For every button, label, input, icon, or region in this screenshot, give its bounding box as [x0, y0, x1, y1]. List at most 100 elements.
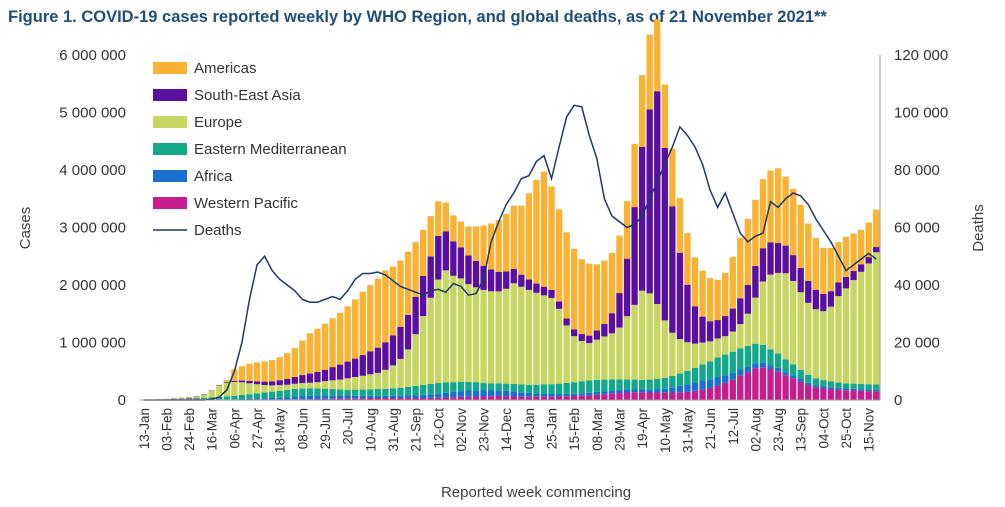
bar-segment [246, 383, 253, 395]
bar-segment [555, 209, 563, 302]
bar-segment [427, 216, 434, 257]
y-tick-label: 0 [118, 392, 126, 409]
x-tick-label: 04-Jan [522, 408, 537, 449]
bar-segment [729, 308, 736, 332]
y-tick-label: 5 000 000 [59, 105, 126, 122]
bar-segment [518, 396, 525, 400]
bar-segment [419, 275, 427, 317]
bar-segment [835, 382, 842, 388]
bar-segment [820, 380, 827, 387]
bar-segment [646, 109, 653, 294]
bar-segment [676, 198, 684, 253]
bar-segment [654, 19, 661, 92]
bar-segment [397, 326, 404, 359]
bar-segment [714, 338, 721, 358]
bar-segment [412, 395, 419, 398]
bar-segment [450, 215, 457, 242]
bar-segment [555, 396, 563, 400]
bar-segment [563, 232, 570, 319]
bar-segment [767, 170, 774, 243]
bar-segment [276, 385, 283, 391]
x-tick-label: 27-Apr [250, 408, 265, 449]
bar-segment [238, 398, 246, 400]
bar-segment [367, 397, 374, 400]
bar-segment [691, 367, 699, 383]
x-tick-label: 08-Jun [295, 408, 310, 449]
bar-segment [729, 256, 736, 309]
bar-segment [873, 252, 880, 385]
bar-segment [827, 387, 835, 390]
bar-segment [472, 287, 480, 383]
bar-segment [306, 333, 314, 374]
bar-segment [774, 371, 782, 400]
bar-segment [638, 379, 646, 390]
bar-segment [223, 380, 231, 382]
bar-segment [774, 168, 782, 244]
bar-segment [631, 379, 638, 390]
bar-segment [495, 395, 502, 400]
bar-segment [548, 396, 555, 400]
bar-segment [857, 264, 865, 272]
bar-segment [435, 397, 442, 400]
bar-segment [404, 395, 412, 398]
bar-segment [178, 398, 185, 399]
bar-segment [767, 365, 774, 370]
bar-segment [842, 236, 850, 277]
bar-segment [525, 384, 533, 393]
bar-segment [389, 266, 397, 336]
bar-segment [699, 342, 706, 365]
bar-segment [246, 380, 253, 384]
bar-segment [412, 334, 419, 386]
bar-segment [759, 248, 767, 282]
bar-segment [857, 383, 865, 390]
bar-segment [722, 316, 729, 337]
x-tick-label: 25-Jan [545, 408, 560, 449]
bar-segment [555, 393, 563, 397]
bar-segment [850, 270, 857, 281]
bar-segment [321, 381, 329, 389]
bar-segment [873, 384, 880, 390]
bar-segment [805, 374, 812, 383]
bar-segment [261, 361, 268, 382]
bar-segment [548, 289, 555, 298]
bar-segment [367, 374, 374, 390]
bar-segment [382, 369, 389, 389]
bar-segment [774, 367, 782, 372]
bar-segment [540, 295, 548, 385]
bar-segment [412, 242, 419, 297]
bar-segment [314, 371, 321, 383]
bar-segment [699, 316, 706, 343]
bar-segment [336, 364, 344, 380]
legend-item: Western Pacific [153, 195, 298, 212]
bar-segment [503, 383, 510, 391]
bar-segment [352, 395, 359, 399]
bar-segment [495, 291, 502, 384]
bar-segment [510, 283, 517, 384]
bar-segment [525, 396, 533, 400]
y-tick-label: 1 000 000 [59, 335, 126, 352]
x-tick-label: 20-Jul [341, 408, 356, 445]
bar-segment [691, 257, 699, 307]
bar-segment [654, 389, 661, 393]
bar-segment [857, 389, 865, 391]
bar-segment [291, 396, 298, 400]
x-tick-label: 08-Mar [590, 408, 605, 451]
bar-segment [367, 395, 374, 398]
bar-segment [329, 398, 336, 400]
series-americas [208, 19, 880, 391]
legend-item: Africa [153, 168, 233, 185]
bar-segment [246, 363, 253, 381]
x-tick-label: 31-Aug [386, 408, 401, 452]
bar-segment [412, 397, 419, 400]
bar-segment [457, 391, 465, 397]
x-tick-label: 31-May [680, 408, 695, 453]
y2-axis-title: Deaths [970, 204, 987, 252]
bar-segment [691, 306, 699, 344]
bar-segment [661, 84, 668, 148]
legend-label: Americas [194, 60, 257, 77]
bar-segment [374, 389, 382, 396]
bar-segment [419, 394, 427, 398]
deaths-line [143, 104, 877, 401]
bar-segment [442, 382, 449, 393]
legend-swatch [153, 116, 187, 128]
